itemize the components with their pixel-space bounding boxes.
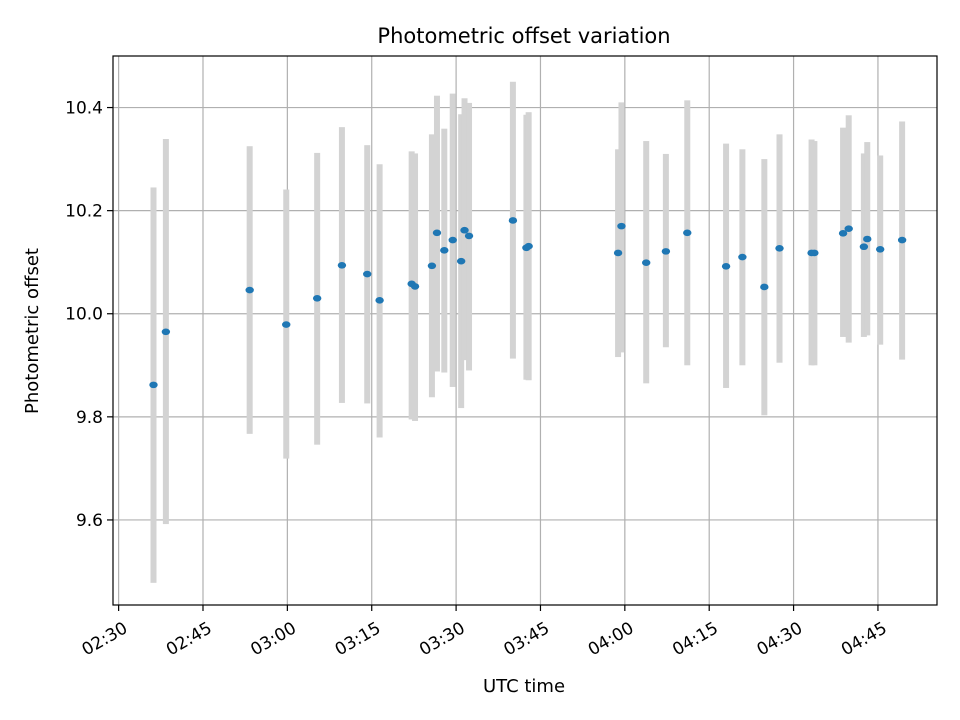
y-tick-label: 10.2	[65, 202, 103, 222]
x-axis-label: UTC time	[483, 676, 565, 697]
data-point	[363, 270, 372, 278]
y-axis-label: Photometric offset	[22, 248, 43, 414]
data-point	[838, 230, 848, 237]
data-point	[875, 246, 885, 253]
y-tick-label: 10.0	[65, 305, 103, 325]
data-point	[661, 248, 671, 255]
chart-title: Photometric offset variation	[377, 24, 670, 48]
data-point	[282, 321, 291, 328]
data-point	[245, 286, 254, 294]
data-point	[775, 244, 784, 252]
data-point	[337, 261, 347, 269]
data-point	[448, 236, 457, 244]
data-point	[410, 283, 420, 290]
data-point	[427, 262, 437, 270]
data-point	[859, 243, 869, 251]
plot-frame	[112, 55, 938, 606]
data-point	[642, 259, 651, 267]
data-point	[810, 249, 819, 257]
data-point	[863, 235, 872, 243]
data-point	[524, 242, 533, 250]
data-point	[312, 294, 322, 302]
data-point	[617, 222, 626, 230]
data-point	[760, 283, 769, 291]
y-axis: 9.6 9.8 10.0 10.2 10.4	[65, 99, 113, 531]
data-point	[149, 381, 158, 389]
data-point	[613, 249, 623, 257]
y-tick-label: 9.8	[76, 408, 103, 428]
data-point	[738, 253, 747, 261]
data-point	[375, 297, 384, 304]
data-point	[456, 257, 466, 265]
data-point	[432, 229, 442, 237]
data-points	[149, 217, 907, 389]
y-tick-label: 9.6	[76, 511, 103, 531]
data-point	[897, 236, 907, 244]
data-point	[721, 263, 731, 270]
data-point	[460, 226, 469, 234]
data-point	[440, 247, 449, 254]
data-point	[161, 328, 171, 336]
data-point	[464, 232, 474, 240]
data-point	[508, 217, 518, 224]
data-point	[844, 225, 853, 232]
data-point	[683, 229, 692, 237]
y-tick-label: 10.4	[65, 99, 103, 119]
